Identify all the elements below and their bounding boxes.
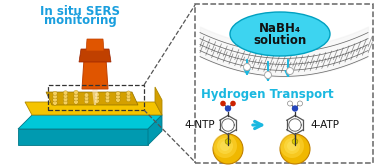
- Circle shape: [116, 98, 120, 102]
- Circle shape: [230, 101, 236, 106]
- Circle shape: [84, 96, 89, 101]
- Polygon shape: [25, 102, 162, 115]
- Circle shape: [126, 91, 131, 95]
- Text: 4-NTP: 4-NTP: [184, 120, 215, 130]
- Bar: [48, 85, 144, 110]
- Circle shape: [53, 101, 57, 105]
- Text: In situ SERS: In situ SERS: [40, 5, 120, 18]
- Circle shape: [105, 98, 110, 103]
- Polygon shape: [87, 39, 103, 91]
- Circle shape: [220, 141, 230, 151]
- Text: NaBH₄: NaBH₄: [259, 22, 301, 35]
- Circle shape: [287, 141, 297, 151]
- Circle shape: [292, 105, 298, 112]
- Circle shape: [126, 94, 131, 99]
- Ellipse shape: [230, 12, 330, 56]
- Circle shape: [53, 98, 57, 102]
- Polygon shape: [46, 92, 138, 105]
- Circle shape: [74, 90, 78, 95]
- Text: 4-ATP: 4-ATP: [310, 120, 339, 130]
- Circle shape: [95, 92, 99, 97]
- Circle shape: [287, 67, 293, 74]
- Text: Hydrogen Transport: Hydrogen Transport: [201, 88, 333, 101]
- Circle shape: [53, 94, 57, 99]
- Text: monitoring: monitoring: [43, 14, 116, 27]
- Circle shape: [116, 91, 120, 96]
- Circle shape: [95, 96, 99, 100]
- Polygon shape: [92, 89, 98, 105]
- Circle shape: [63, 100, 68, 105]
- Polygon shape: [82, 59, 108, 89]
- Circle shape: [292, 139, 298, 144]
- Circle shape: [84, 93, 89, 97]
- Polygon shape: [91, 39, 99, 91]
- Circle shape: [74, 93, 78, 98]
- Polygon shape: [18, 129, 148, 145]
- Circle shape: [84, 99, 89, 104]
- Polygon shape: [148, 115, 162, 145]
- Circle shape: [265, 71, 271, 78]
- Circle shape: [126, 97, 131, 102]
- Circle shape: [284, 138, 300, 154]
- Circle shape: [213, 134, 243, 164]
- Circle shape: [213, 134, 237, 158]
- Polygon shape: [18, 115, 162, 129]
- Circle shape: [74, 97, 78, 101]
- Bar: [195, 4, 373, 163]
- Circle shape: [105, 92, 110, 96]
- Polygon shape: [79, 49, 111, 62]
- Circle shape: [105, 95, 110, 100]
- Circle shape: [53, 91, 57, 96]
- Polygon shape: [86, 39, 104, 51]
- Circle shape: [74, 100, 78, 104]
- Circle shape: [217, 138, 233, 154]
- Circle shape: [243, 63, 251, 70]
- Text: solution: solution: [253, 34, 307, 46]
- Circle shape: [280, 134, 304, 158]
- Circle shape: [63, 97, 68, 102]
- Circle shape: [220, 101, 226, 106]
- Circle shape: [297, 101, 302, 106]
- Circle shape: [280, 134, 310, 164]
- Circle shape: [225, 139, 231, 144]
- Circle shape: [63, 94, 68, 98]
- Circle shape: [116, 95, 120, 99]
- Circle shape: [95, 99, 99, 103]
- Circle shape: [288, 101, 293, 106]
- Circle shape: [63, 91, 68, 95]
- Circle shape: [225, 105, 231, 112]
- Polygon shape: [155, 87, 162, 115]
